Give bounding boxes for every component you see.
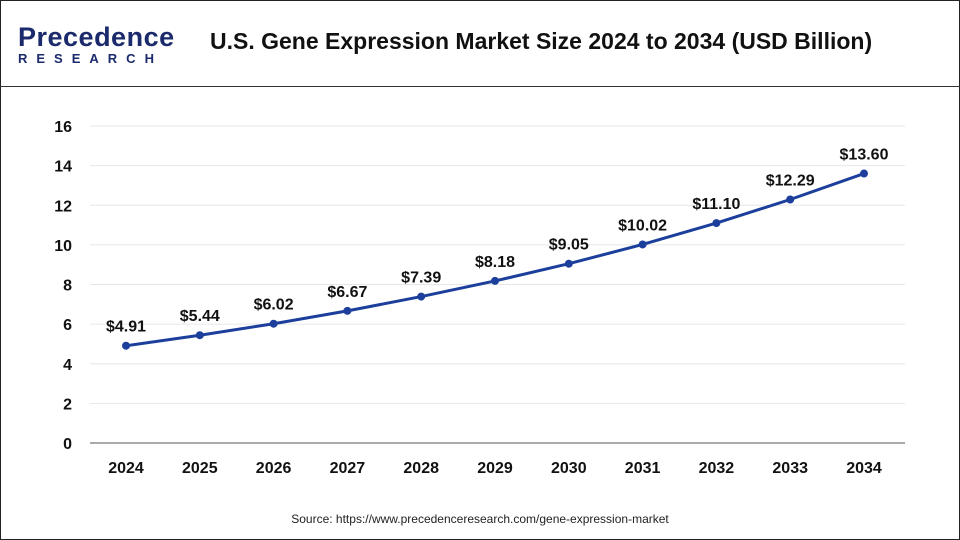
x-tick-label: 2028 (403, 460, 439, 477)
x-tick-label: 2025 (182, 460, 218, 477)
data-point (417, 292, 426, 301)
x-tick-label: 2027 (330, 460, 366, 477)
data-label: $4.91 (106, 319, 146, 336)
logo-text: Precedence (18, 22, 175, 52)
y-tick-label: 4 (63, 357, 72, 374)
y-tick-label: 8 (63, 278, 72, 295)
logo-subtext: RESEARCH (18, 51, 163, 66)
y-tick-label: 12 (54, 198, 72, 215)
data-label: $11.10 (692, 196, 740, 213)
y-tick-label: 10 (54, 238, 72, 255)
y-tick-label: 2 (63, 396, 72, 413)
data-label: $5.44 (180, 308, 220, 325)
data-point (122, 341, 130, 350)
data-label: $6.67 (327, 284, 367, 301)
logo: Precedence RESEARCH (18, 22, 175, 66)
data-label: $12.29 (766, 173, 815, 190)
chart-title: U.S. Gene Expression Market Size 2024 to… (210, 28, 873, 54)
header: Precedence RESEARCH U.S. Gene Expression… (0, 0, 960, 87)
x-tick-label: 2034 (846, 460, 882, 477)
y-tick-label: 0 (63, 436, 72, 453)
x-tick-label: 2030 (551, 460, 587, 477)
x-tick-label: 2029 (477, 460, 513, 477)
y-tick-label: 6 (63, 317, 72, 334)
data-point (786, 195, 795, 204)
y-tick-label: 14 (54, 159, 72, 176)
data-label: $9.05 (549, 237, 589, 254)
data-point (860, 169, 868, 178)
data-point (269, 319, 278, 328)
data-label: $10.02 (618, 217, 667, 234)
x-tick-label: 2031 (625, 460, 661, 477)
x-tick-label: 2026 (256, 460, 292, 477)
data-point (712, 219, 721, 228)
y-tick-label: 16 (54, 119, 72, 136)
data-point (564, 259, 573, 268)
x-tick-label: 2024 (108, 460, 144, 477)
x-tick-label: 2033 (772, 460, 808, 477)
x-tick-label: 2032 (699, 460, 735, 477)
data-label: $13.60 (840, 147, 889, 164)
data-label: $8.18 (475, 254, 515, 271)
source-text: Source: https://www.precedenceresearch.c… (291, 512, 669, 526)
data-point (491, 276, 499, 285)
data-point (343, 306, 352, 315)
data-label: $7.39 (401, 270, 441, 287)
data-label: $6.02 (254, 297, 294, 314)
data-point (195, 331, 204, 340)
data-point (638, 240, 647, 249)
